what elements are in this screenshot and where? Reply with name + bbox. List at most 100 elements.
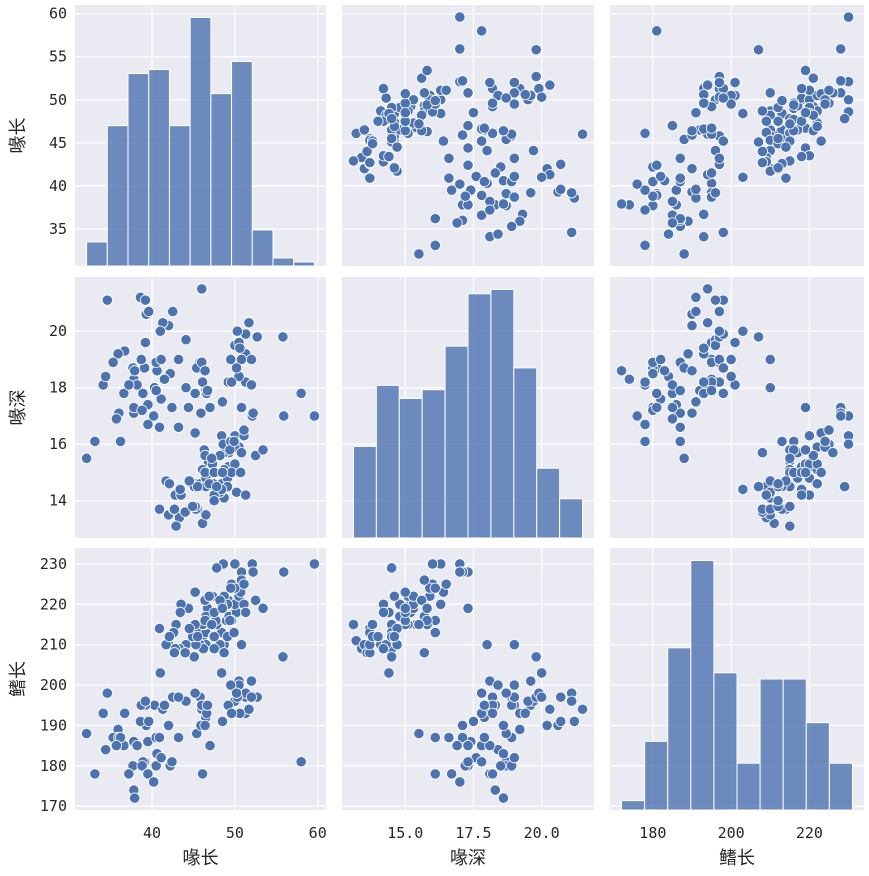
scatter-point — [153, 731, 166, 744]
scatter-point — [388, 590, 400, 602]
scatter-point — [203, 590, 215, 602]
scatter-point — [839, 113, 851, 125]
scatter-point — [713, 76, 725, 89]
y-tick-label: 40 — [49, 177, 67, 195]
scatter-point — [454, 776, 466, 788]
scatter-point — [277, 331, 289, 343]
scatter-point — [698, 376, 710, 388]
scatter-point — [666, 401, 679, 414]
histogram-bar — [352, 445, 377, 539]
scatter-point — [308, 558, 321, 570]
scatter-point — [780, 172, 792, 184]
scatter-point — [462, 756, 474, 768]
scatter-point — [399, 97, 411, 109]
scatter-point — [686, 319, 698, 332]
scatter-point — [737, 107, 749, 120]
histogram-bar — [210, 93, 233, 267]
scatter-point — [662, 228, 675, 240]
scatter-point — [155, 353, 167, 366]
scatter-point — [686, 125, 698, 137]
scatter-point — [476, 687, 488, 699]
x-tick-label: 17.5 — [455, 824, 491, 842]
scatter-point — [211, 562, 223, 574]
scatter-point — [737, 171, 749, 183]
scatter-point — [500, 687, 512, 699]
panel — [342, 548, 594, 810]
scatter-point — [489, 167, 501, 179]
scatter-point — [462, 119, 474, 132]
scatter-point — [380, 92, 392, 104]
scatter-point — [486, 127, 499, 139]
scatter-point — [462, 87, 474, 99]
histogram-bar — [490, 288, 515, 539]
scatter-point — [148, 776, 160, 788]
panel — [610, 277, 864, 538]
scatter-point — [476, 756, 488, 768]
scatter-point — [823, 424, 835, 436]
scatter-point — [189, 387, 201, 399]
scatter-point — [690, 107, 702, 119]
scatter-point — [835, 43, 847, 55]
scatter-point — [530, 70, 542, 83]
scatter-point — [690, 305, 702, 318]
histogram-bar — [444, 345, 469, 539]
scatter-point — [709, 294, 722, 306]
scatter-point — [536, 171, 548, 183]
scatter-point — [235, 353, 248, 366]
scatter-point — [196, 768, 209, 780]
scatter-point — [784, 452, 796, 464]
scatter-point — [508, 170, 520, 183]
scatter-point — [399, 107, 411, 119]
scatter-point — [666, 413, 679, 425]
scatter-point — [421, 602, 433, 614]
scatter-point — [216, 602, 229, 614]
scatter-point — [413, 118, 425, 130]
scatter-point — [155, 393, 167, 405]
scatter-point — [216, 715, 229, 727]
scatter-point — [238, 424, 250, 436]
scatter-point — [508, 76, 520, 89]
scatter-point — [497, 748, 510, 760]
scatter-point — [170, 520, 182, 532]
scatter-point — [192, 480, 204, 493]
scatter-point — [243, 317, 255, 329]
scatter-point — [257, 444, 269, 456]
scatter-point — [154, 667, 166, 679]
scatter-point — [278, 566, 290, 578]
scatter-point — [811, 120, 823, 133]
scatter-point — [230, 362, 243, 374]
y-axis-label: 喙长 — [8, 118, 29, 154]
scatter-point — [201, 384, 214, 397]
scatter-point — [110, 740, 123, 752]
histogram-bar — [621, 800, 646, 811]
scatter-point — [842, 438, 855, 450]
scatter-point — [764, 353, 776, 366]
scatter-point — [536, 691, 548, 703]
histogram-bar — [127, 73, 150, 267]
scatter-point — [136, 760, 148, 772]
scatter-point — [764, 382, 776, 394]
scatter-point — [143, 305, 155, 318]
scatter-point — [764, 87, 776, 99]
scatter-point — [788, 99, 800, 111]
scatter-point — [443, 152, 455, 164]
scatter-point — [799, 444, 812, 456]
y-tick-label: 60 — [49, 5, 67, 23]
scatter-point — [500, 92, 512, 104]
scatter-point — [429, 768, 441, 780]
scatter-point — [413, 727, 425, 740]
y-tick-label: 220 — [40, 595, 67, 613]
scatter-point — [795, 489, 808, 501]
scatter-point — [737, 483, 749, 496]
scatter-point — [717, 387, 729, 399]
x-tick-label: 220 — [796, 824, 823, 842]
y-tick-label: 210 — [40, 636, 67, 654]
scatter-point — [756, 145, 769, 158]
scatter-point — [752, 44, 765, 56]
scatter-point — [799, 466, 812, 479]
scatter-point — [525, 187, 537, 199]
scatter-point — [795, 151, 808, 163]
scatter-point — [143, 715, 155, 727]
scatter-point — [189, 427, 201, 439]
scatter-point — [647, 190, 659, 202]
